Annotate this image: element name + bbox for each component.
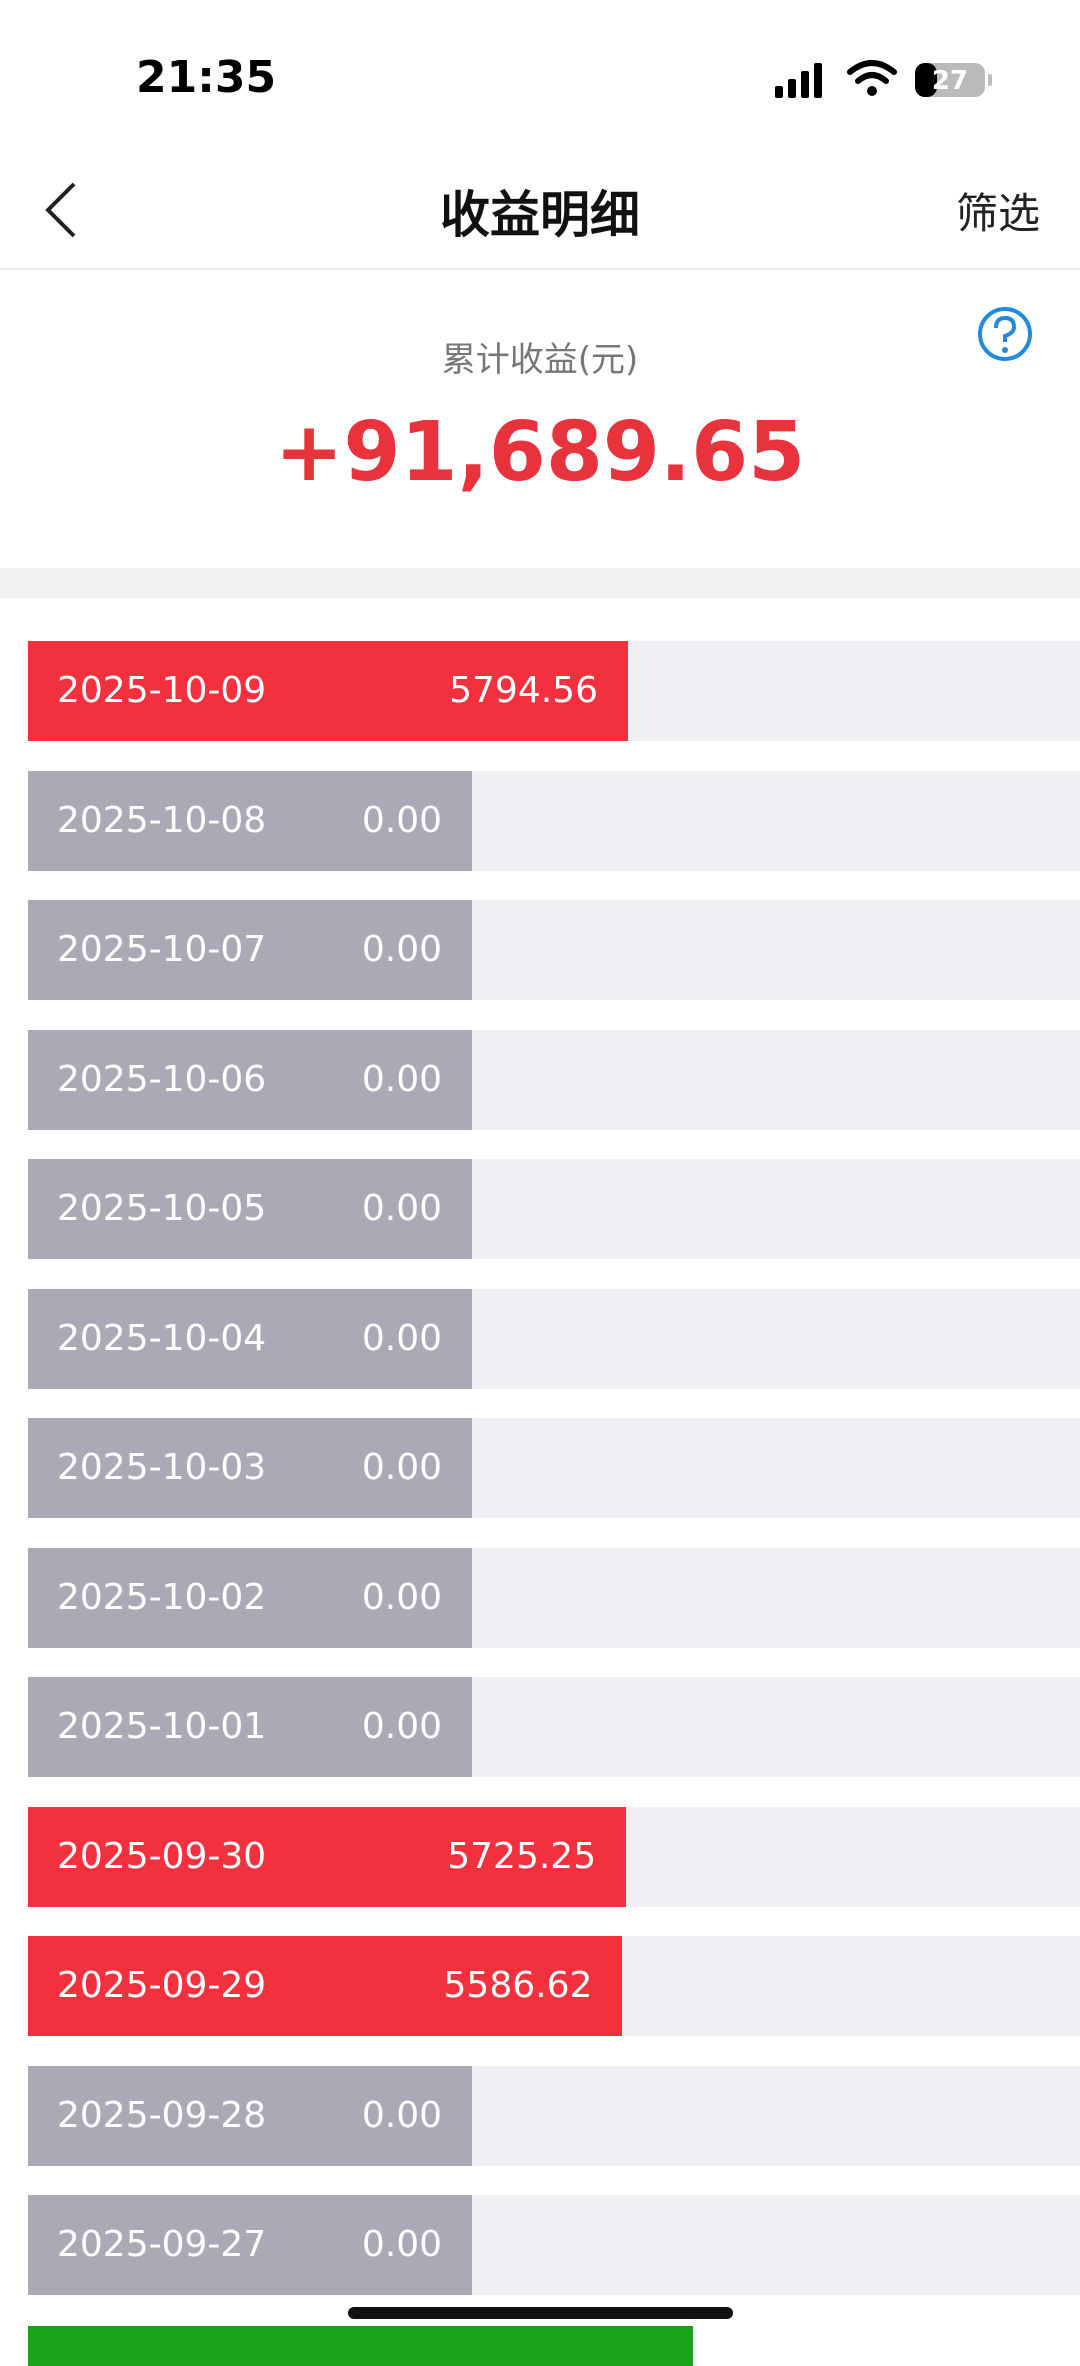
row-amount: 0.00	[361, 799, 442, 841]
row-date: 2025-10-01	[57, 1706, 267, 1747]
row-date: 2025-10-08	[57, 799, 267, 841]
row-amount: 0.00	[361, 1576, 442, 1618]
help-icon[interactable]	[976, 305, 1034, 363]
row-bar: 2025-10-09 5794.56	[28, 641, 628, 741]
status-icons: 27	[775, 60, 992, 98]
row-date: 2025-10-05	[57, 1188, 267, 1229]
earning-row[interactable]: 2025-10-08 0.00	[28, 770, 1080, 871]
row-bar: 2025-10-04 0.00	[28, 1288, 472, 1389]
row-date: 2025-10-03	[57, 1447, 267, 1488]
row-bar: 2025-10-01 0.00	[28, 1677, 472, 1777]
row-amount: 0.00	[361, 1188, 442, 1229]
row-date: 2025-09-28	[57, 2094, 267, 2136]
earning-row[interactable]: 2025-10-07 0.00	[28, 900, 1080, 1000]
row-date: 2025-09-29	[57, 1965, 267, 2006]
summary-total: +91,689.65	[274, 405, 806, 500]
battery-level: 27	[932, 66, 968, 96]
divider	[0, 268, 1080, 270]
row-bar: 2025-09-27 0.00	[28, 2195, 472, 2295]
row-amount: 0.00	[361, 1447, 442, 1488]
row-amount: 0.00	[361, 1058, 442, 1100]
earning-row[interactable]: 2025-10-06 0.00	[28, 1029, 1080, 1130]
row-bar: 2025-10-07 0.00	[28, 900, 472, 1000]
partial-row	[28, 2326, 693, 2366]
earning-row[interactable]: 2025-09-30 5725.25	[28, 1806, 1080, 1907]
earning-row[interactable]: 2025-10-03 0.00	[28, 1418, 1080, 1518]
row-amount: 0.00	[361, 2094, 442, 2136]
earning-row[interactable]: 2025-10-01 0.00	[28, 1677, 1080, 1777]
summary-label: 累计收益(元)	[441, 340, 639, 380]
separator-band	[0, 568, 1080, 598]
earning-row[interactable]: 2025-10-09 5794.56	[28, 641, 1080, 741]
back-button[interactable]	[40, 180, 80, 240]
row-date: 2025-09-30	[57, 1835, 267, 1877]
row-amount: 0.00	[361, 2224, 442, 2265]
row-amount: 0.00	[361, 929, 442, 970]
earning-row[interactable]: 2025-10-02 0.00	[28, 1547, 1080, 1648]
filter-button[interactable]: 筛选	[955, 189, 1040, 238]
status-time: 21:35	[136, 52, 277, 103]
earning-row[interactable]: 2025-10-04 0.00	[28, 1288, 1080, 1389]
row-amount: 5725.25	[447, 1835, 597, 1877]
row-date: 2025-10-07	[57, 929, 267, 970]
row-bar: 2025-09-29 5586.62	[28, 1936, 623, 2036]
row-date: 2025-10-02	[57, 1576, 267, 1618]
home-indicator	[348, 2307, 733, 2319]
earning-row[interactable]: 2025-09-29 5586.62	[28, 1936, 1080, 2036]
earning-row[interactable]: 2025-10-05 0.00	[28, 1159, 1080, 1259]
row-amount: 0.00	[361, 1706, 442, 1747]
row-amount: 5586.62	[443, 1965, 593, 2006]
row-bar: 2025-10-08 0.00	[28, 770, 472, 871]
earning-row[interactable]: 2025-09-27 0.00	[28, 2195, 1080, 2295]
earning-row[interactable]: 2025-09-28 0.00	[28, 2065, 1080, 2166]
row-amount: 5794.56	[449, 670, 598, 711]
row-bar: 2025-09-30 5725.25	[28, 1806, 627, 1907]
row-bar: 2025-10-05 0.00	[28, 1159, 472, 1259]
row-bar: 2025-09-28 0.00	[28, 2065, 472, 2166]
row-date: 2025-10-04	[57, 1317, 267, 1359]
row-bar: 2025-10-03 0.00	[28, 1418, 472, 1518]
row-bar: 2025-10-06 0.00	[28, 1029, 472, 1130]
row-amount: 0.00	[361, 1317, 442, 1359]
row-date: 2025-10-09	[57, 670, 267, 711]
nav-title: 收益明细	[440, 186, 640, 244]
row-bar: 2025-10-02 0.00	[28, 1547, 472, 1648]
row-date: 2025-09-27	[57, 2224, 267, 2265]
row-date: 2025-10-06	[57, 1058, 267, 1100]
